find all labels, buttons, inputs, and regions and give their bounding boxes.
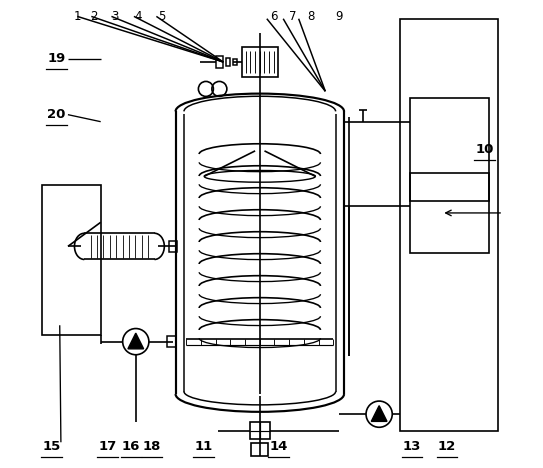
Bar: [400, 19, 498, 431]
Bar: [232, 58, 237, 65]
Text: 3: 3: [111, 10, 118, 23]
Bar: [168, 241, 177, 252]
Text: 15: 15: [42, 440, 61, 453]
Bar: [242, 47, 277, 77]
Bar: [409, 98, 489, 201]
Text: 5: 5: [158, 10, 165, 23]
Text: 16: 16: [122, 440, 140, 453]
Text: 13: 13: [403, 440, 421, 453]
Bar: [167, 336, 176, 347]
Bar: [251, 443, 268, 456]
Bar: [216, 56, 223, 67]
Text: 11: 11: [194, 440, 213, 453]
Text: 9: 9: [336, 10, 343, 23]
Text: 10: 10: [475, 143, 494, 156]
Text: 18: 18: [143, 440, 161, 453]
Text: 14: 14: [269, 440, 288, 453]
Bar: [226, 58, 230, 66]
Bar: [42, 185, 100, 335]
Text: 1: 1: [73, 10, 81, 23]
Text: 20: 20: [47, 108, 65, 121]
Text: 8: 8: [307, 10, 315, 23]
Text: 4: 4: [134, 10, 142, 23]
Polygon shape: [371, 406, 387, 421]
Text: 19: 19: [47, 52, 65, 65]
Polygon shape: [128, 333, 144, 349]
Text: 7: 7: [289, 10, 296, 23]
Bar: [409, 173, 489, 253]
Bar: [249, 422, 270, 439]
Text: 17: 17: [99, 440, 117, 453]
Text: 12: 12: [438, 440, 456, 453]
Text: 2: 2: [90, 10, 97, 23]
Text: 6: 6: [270, 10, 277, 23]
